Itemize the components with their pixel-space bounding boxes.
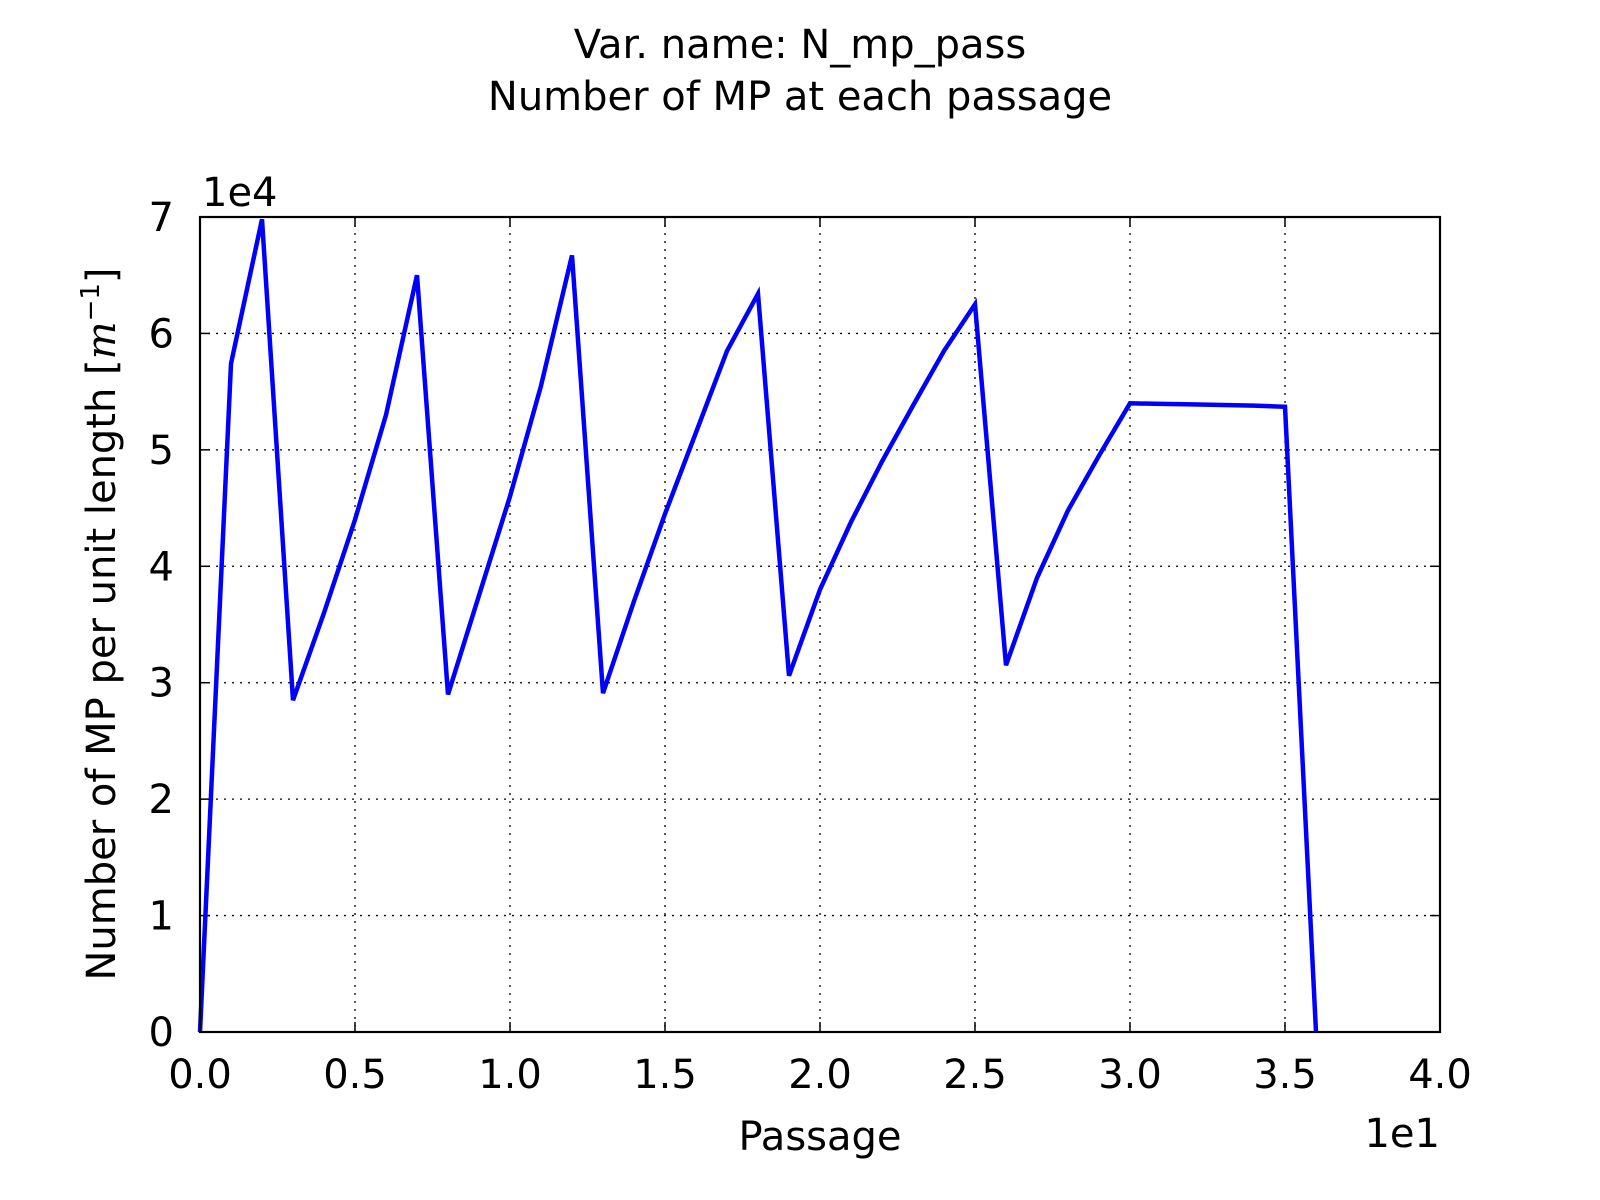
x-axis-label: Passage	[738, 1114, 901, 1160]
x-tick-label: 2.0	[788, 1052, 852, 1098]
y-axis-label: Number of MP per unit length [m−1]	[76, 267, 125, 980]
y-tick-label: 1	[149, 894, 174, 940]
chart-title-line-1: Var. name: N_mp_pass	[574, 22, 1026, 68]
y-tick-label: 2	[149, 777, 174, 823]
x-tick-label: 1.5	[633, 1052, 697, 1098]
y-axis-label-close: ]	[79, 267, 125, 283]
y-axis-label-unit: m	[79, 321, 125, 359]
y-tick-label: 0	[149, 1010, 174, 1056]
y-tick-label: 7	[149, 195, 174, 241]
x-tick-label: 1.0	[478, 1052, 542, 1098]
series-group	[197, 218, 1319, 1033]
x-tick-label: 4.0	[1408, 1052, 1472, 1098]
x-tick-label: 0.5	[323, 1052, 387, 1098]
axis-ticks: 0.0 0.5 1.0 1.5 2.0 2.5 3.0 3.5 4.0 0 1 2 3 4 5 6 7	[149, 195, 1472, 1098]
y-axis-label-exponent: −1	[76, 283, 106, 321]
plot-frame	[198, 215, 1442, 1034]
y-tick-label: 3	[149, 661, 174, 707]
x-tick-label: 3.5	[1253, 1052, 1317, 1098]
x-offset-label: 1e1	[1364, 1111, 1440, 1157]
x-tick-label: 3.0	[1098, 1052, 1162, 1098]
series-line	[197, 218, 1319, 1033]
y-axis-label-main: Number of MP per unit length [	[79, 359, 125, 980]
y-tick-label: 6	[149, 311, 174, 357]
y-tick-label: 4	[149, 544, 174, 590]
x-tick-label: 2.5	[943, 1052, 1007, 1098]
y-offset-label: 1e4	[202, 170, 278, 216]
x-tick-label: 0.0	[168, 1052, 232, 1098]
y-tick-label: 5	[149, 428, 174, 474]
grid	[200, 217, 1440, 1032]
chart-title-line-2: Number of MP at each passage	[488, 74, 1112, 120]
